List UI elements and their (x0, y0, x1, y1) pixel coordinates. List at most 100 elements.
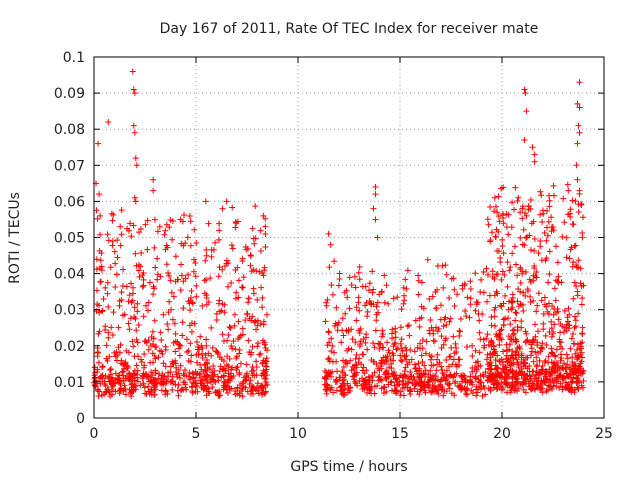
data-point (398, 345, 405, 352)
data-point (360, 378, 367, 385)
data-point (150, 335, 157, 342)
data-point (535, 350, 542, 357)
data-point (339, 380, 346, 387)
data-point (406, 387, 413, 394)
data-point (571, 340, 578, 347)
data-point (351, 378, 358, 385)
data-point (491, 292, 498, 299)
data-point (573, 261, 580, 268)
data-point (397, 340, 404, 347)
data-point (556, 372, 563, 379)
data-point (97, 278, 104, 285)
data-point (537, 188, 544, 195)
data-point (380, 330, 386, 337)
data-point (338, 339, 345, 346)
data-point (322, 318, 329, 325)
data-point (452, 340, 459, 347)
data-point (415, 360, 422, 367)
data-point (355, 294, 362, 301)
data-point (546, 328, 553, 335)
data-point (325, 355, 332, 362)
data-point (233, 355, 240, 362)
data-point (415, 277, 422, 284)
data-point (538, 192, 545, 199)
y-tick-label: 0.04 (54, 267, 85, 283)
data-point (148, 391, 155, 398)
data-point (250, 235, 257, 242)
data-point (402, 353, 409, 360)
y-tick-label: 0.02 (54, 339, 85, 355)
data-point (129, 68, 136, 75)
data-point (102, 284, 109, 291)
data-point (549, 350, 556, 357)
data-point (398, 306, 405, 313)
data-point (164, 244, 171, 251)
data-point (504, 389, 511, 396)
data-point (572, 368, 579, 375)
data-point (401, 368, 408, 375)
data-point (201, 277, 208, 284)
data-point (203, 336, 210, 343)
y-tick-label: 0.03 (54, 303, 85, 319)
data-point (523, 338, 530, 345)
data-point (259, 270, 266, 277)
data-point (521, 137, 528, 144)
data-point (443, 321, 450, 328)
data-point (578, 358, 585, 365)
data-point (498, 386, 505, 393)
data-point (112, 284, 119, 291)
data-point (577, 351, 584, 358)
data-point (514, 198, 521, 205)
data-point (187, 340, 194, 347)
data-point (430, 384, 437, 391)
data-point (390, 295, 397, 302)
data-point (225, 331, 232, 338)
data-point (563, 351, 570, 358)
data-point (544, 387, 551, 394)
data-point (574, 100, 581, 107)
data-point (232, 295, 239, 302)
data-point (211, 367, 218, 374)
data-point (154, 228, 161, 235)
data-point (545, 279, 552, 286)
data-point (261, 264, 268, 271)
data-point (342, 310, 349, 317)
data-point (572, 198, 579, 205)
data-point (544, 308, 551, 315)
data-point (358, 382, 365, 389)
data-point (560, 375, 567, 382)
data-point (133, 162, 140, 169)
data-point (182, 367, 189, 374)
data-point (467, 285, 474, 292)
data-point (122, 360, 129, 367)
data-point (566, 311, 573, 318)
data-point (219, 205, 226, 212)
data-point (162, 227, 169, 234)
data-point (221, 309, 228, 316)
data-point (463, 312, 470, 319)
data-point (446, 385, 453, 392)
data-point (476, 329, 483, 336)
data-point (356, 329, 363, 336)
data-point (231, 311, 238, 318)
data-point (455, 356, 462, 363)
data-point (561, 360, 568, 367)
data-point (199, 303, 206, 310)
data-point (128, 299, 135, 306)
data-point (501, 369, 508, 376)
data-point (190, 256, 197, 263)
data-point (180, 305, 187, 312)
data-point (324, 296, 331, 303)
data-point (451, 286, 458, 293)
data-point (517, 264, 524, 271)
data-point (133, 327, 140, 334)
data-point (160, 360, 167, 367)
data-point (485, 341, 492, 348)
data-point (464, 391, 471, 398)
data-point (446, 353, 453, 360)
data-point (352, 355, 359, 362)
data-point (213, 316, 220, 323)
data-point (364, 346, 371, 353)
data-point (487, 204, 494, 211)
data-point (113, 348, 120, 355)
